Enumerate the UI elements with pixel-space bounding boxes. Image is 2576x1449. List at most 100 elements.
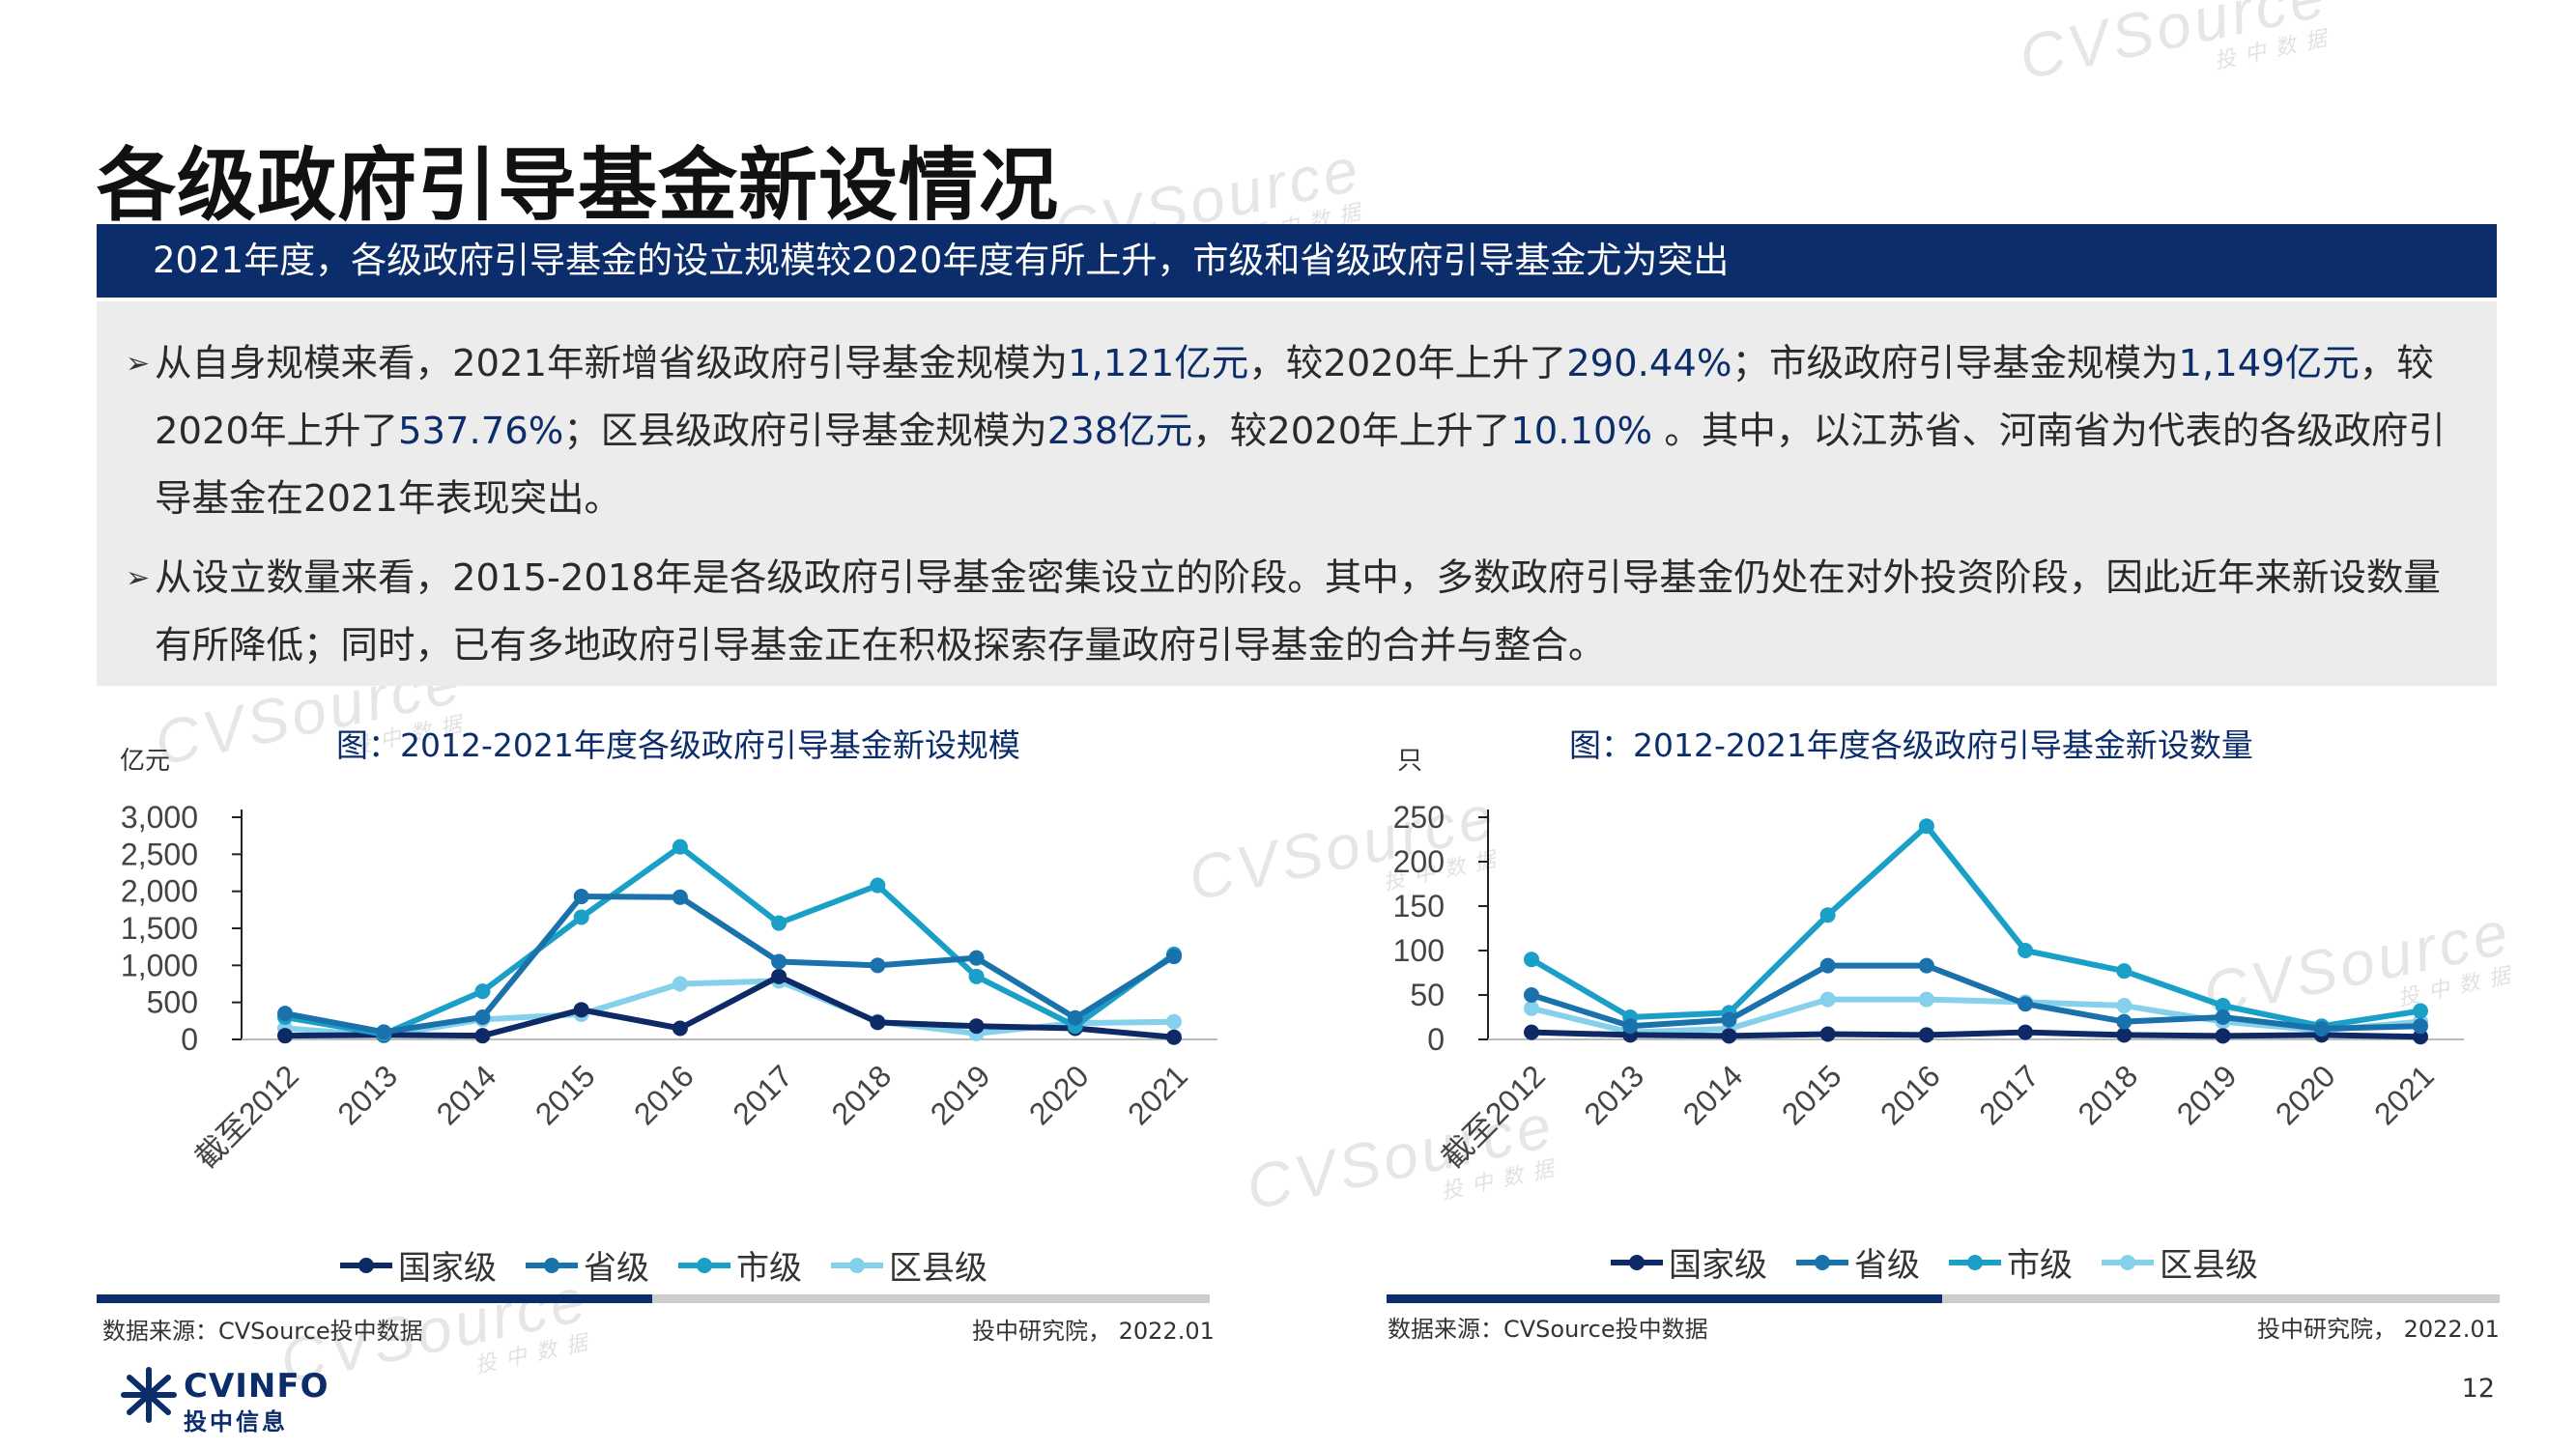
- summary-text-count: 从设立数量来看，2015-2018年是各级政府引导基金密集设立的阶段。其中，多数…: [155, 556, 2441, 668]
- data-point-省级: [870, 957, 886, 974]
- legend-item: 国家级: [1609, 1238, 1767, 1286]
- data-point-区县级: [1166, 1013, 1182, 1030]
- data-source: 数据来源：CVSource投中数据: [1388, 1316, 1708, 1343]
- watermark: CVSource 投中数据: [2013, 0, 2338, 94]
- legend-swatch-icon: [1796, 1254, 1848, 1270]
- legend-item: 市级: [1947, 1238, 2073, 1286]
- highlight-value: 1,149亿元: [2178, 342, 2360, 385]
- data-point-国家级: [1524, 1024, 1539, 1040]
- data-point-国家级: [1918, 1027, 1934, 1043]
- data-credit: 投中研究院， 2022.01: [972, 1318, 1215, 1345]
- logo-text: CVINFO: [184, 1367, 329, 1406]
- arrow-bullet-icon: ➢: [126, 561, 151, 595]
- divider-bar: [97, 1294, 1210, 1303]
- y-tick-label: 2,500: [121, 837, 198, 871]
- x-tick-label: 2015: [1775, 1058, 1848, 1131]
- data-point-省级: [1067, 1009, 1083, 1026]
- data-point-区县级: [2116, 998, 2132, 1014]
- logo-subtext: 投中信息: [184, 1408, 288, 1435]
- legend-label: 省级: [584, 1249, 649, 1288]
- x-tick-label: 2016: [627, 1058, 701, 1131]
- x-tick-label: 2013: [1577, 1058, 1650, 1131]
- y-tick-label: 500: [147, 985, 198, 1020]
- data-point-区县级: [1524, 1000, 1539, 1016]
- data-point-市级: [2116, 963, 2132, 980]
- x-tick-label: 截至2012: [188, 1058, 305, 1175]
- highlight-value: 238亿元: [1046, 410, 1193, 453]
- data-point-国家级: [2413, 1029, 2428, 1045]
- legend-swatch-icon: [831, 1257, 883, 1273]
- divider-bar-accent: [1387, 1294, 1942, 1303]
- divider-bar-accent: [97, 1294, 652, 1303]
- legend-swatch-icon: [1611, 1254, 1663, 1270]
- legend-label: 市级: [2007, 1246, 2073, 1285]
- y-tick-label: 2,000: [121, 874, 198, 909]
- data-point-省级: [573, 889, 589, 905]
- data-point-市级: [1819, 907, 1836, 923]
- y-axis-unit: 只: [1397, 746, 1422, 775]
- y-tick-label: 100: [1393, 933, 1445, 968]
- legend-swatch-icon: [526, 1257, 578, 1273]
- summary-text-segment: ；市级政府引导基金规模为: [1732, 342, 2179, 385]
- legend-item: 国家级: [338, 1241, 497, 1289]
- data-point-国家级: [2116, 1027, 2132, 1043]
- data-point-市级: [2215, 998, 2231, 1014]
- data-point-省级: [2313, 1020, 2330, 1037]
- data-point-市级: [771, 915, 787, 931]
- data-point-国家级: [1721, 1028, 1737, 1044]
- y-tick-label: 0: [1427, 1022, 1445, 1057]
- summary-text-segment: 。其中，以江苏省、河南省为代表的各级政府引导基金在2021年表现突出。: [155, 410, 2446, 521]
- data-point-区县级: [1918, 991, 1934, 1008]
- legend-label: 国家级: [1669, 1246, 1767, 1285]
- legend-label: 区县级: [889, 1249, 987, 1288]
- data-point-市级: [474, 983, 491, 1000]
- summary-text-segment: ，较2020年上升了: [1248, 342, 1567, 385]
- x-tick-label: 2020: [2269, 1058, 2342, 1131]
- summary-text-scale: 从自身规模来看，2021年新增省级政府引导基金规模为1,121亿元，较2020年…: [155, 330, 2477, 533]
- data-source: 数据来源：CVSource投中数据: [102, 1318, 423, 1345]
- data-point-省级: [1721, 1011, 1737, 1028]
- y-tick-label: 200: [1393, 844, 1445, 879]
- legend-swatch-icon: [340, 1257, 392, 1273]
- data-point-省级: [1166, 949, 1182, 965]
- x-tick-label: 2014: [1676, 1058, 1750, 1131]
- data-point-国家级: [870, 1014, 886, 1031]
- data-point-国家级: [2018, 1024, 2034, 1040]
- y-tick-label: 3,000: [121, 800, 198, 835]
- data-point-市级: [2413, 1003, 2428, 1019]
- x-tick-label: 2016: [1874, 1058, 1947, 1131]
- data-point-省级: [1819, 957, 1836, 974]
- y-tick-label: 150: [1393, 889, 1445, 923]
- cvinfo-logo-icon: [121, 1367, 177, 1423]
- series-line-市级: [1530, 823, 2421, 1030]
- y-tick-label: 250: [1393, 800, 1445, 835]
- data-point-市级: [573, 909, 589, 925]
- legend-item: 省级: [1794, 1238, 1920, 1286]
- series-line-国家级: [1531, 1029, 2421, 1040]
- data-credit: 投中研究院， 2022.01: [2257, 1316, 2500, 1343]
- x-tick-label: 截至2012: [1435, 1058, 1552, 1175]
- data-point-市级: [870, 877, 886, 894]
- highlight-value: 1,121亿元: [1067, 342, 1249, 385]
- chart-title-count: 图：2012-2021年度各级政府引导基金新设数量: [1569, 726, 2253, 764]
- x-tick-label: 2021: [1121, 1058, 1194, 1131]
- data-point-省级: [2018, 996, 2034, 1012]
- legend-item: 市级: [676, 1241, 802, 1289]
- data-point-国家级: [771, 968, 787, 984]
- data-point-省级: [376, 1024, 392, 1040]
- data-point-市级: [672, 838, 688, 855]
- highlight-value: 290.44%: [1566, 342, 1732, 385]
- data-point-区县级: [672, 976, 688, 992]
- data-point-省级: [672, 889, 688, 905]
- x-tick-label: 2019: [924, 1058, 997, 1131]
- legend-item: 区县级: [829, 1241, 987, 1289]
- x-tick-label: 2018: [824, 1058, 898, 1131]
- headline-banner: 2021年度，各级政府引导基金的设立规模较2020年度有所上升，市级和省级政府引…: [97, 224, 2497, 298]
- y-tick-label: 0: [181, 1022, 198, 1057]
- legend-item: 省级: [524, 1241, 649, 1289]
- chart-title-scale: 图：2012-2021年度各级政府引导基金新设规模: [336, 726, 1020, 764]
- data-point-市级: [1524, 952, 1539, 968]
- summary-bullet: ➢ 从自身规模来看，2021年新增省级政府引导基金规模为1,121亿元，较202…: [126, 330, 2477, 533]
